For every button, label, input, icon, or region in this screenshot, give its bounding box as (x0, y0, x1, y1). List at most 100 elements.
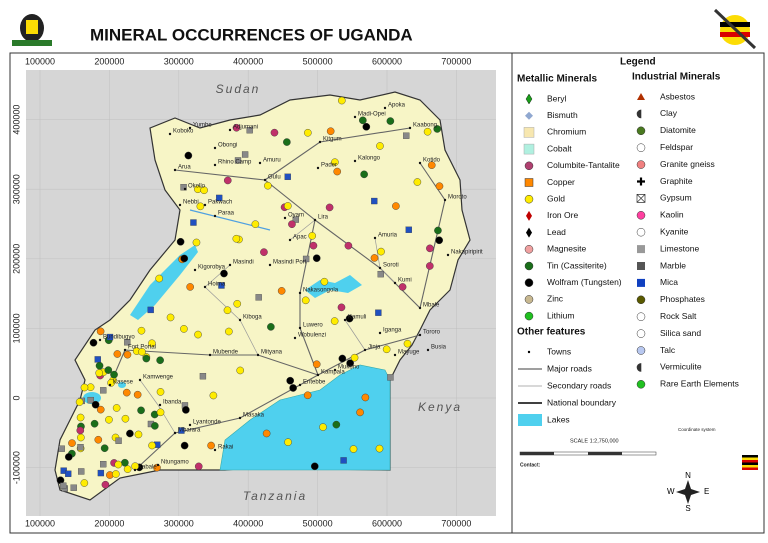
town-label: Busia (431, 345, 447, 351)
mineral-symbol (77, 444, 84, 451)
mineral-symbol (337, 303, 346, 312)
mineral-symbol (180, 184, 187, 191)
mineral-symbol (375, 309, 382, 316)
legend-symbol (524, 245, 534, 254)
mineral-symbol (87, 396, 94, 404)
mineral-symbol (192, 238, 201, 247)
legend-symbol (524, 278, 534, 287)
mineral-symbol (435, 182, 444, 191)
town-label: Mityana (261, 350, 283, 356)
mineral-symbol (262, 429, 271, 438)
mineral-symbol (301, 296, 310, 305)
contact-label: Contact: (520, 462, 541, 468)
mineral-symbol (90, 419, 99, 428)
legend-symbol (636, 363, 642, 372)
x-tick-label: 500000 (303, 56, 333, 66)
town-dot (298, 383, 302, 387)
town-dot (228, 128, 232, 132)
town-dot (418, 161, 422, 165)
mineral-symbol (286, 376, 294, 385)
town-label: Lyantonde (193, 420, 221, 426)
country-label: Sudan (216, 82, 261, 96)
town-label: Nakasongola (303, 288, 339, 294)
mineral-symbol (112, 470, 120, 478)
mineral-symbol (310, 462, 319, 471)
town-label: Nebbi (183, 200, 199, 206)
x-tick-label: 700000 (441, 518, 471, 528)
mineral-symbol (303, 391, 312, 400)
mineral-symbol (76, 426, 85, 435)
town-dot (446, 253, 450, 257)
mineral-symbol (426, 262, 434, 270)
town-dot (228, 263, 232, 267)
mineral-symbol (361, 393, 370, 402)
mineral-symbol (344, 241, 353, 250)
y-tick-label: 200000 (11, 244, 21, 274)
mineral-symbol (284, 438, 292, 446)
legend-symbol (527, 350, 531, 354)
mineral-symbol (325, 203, 334, 212)
legend-label: Cobalt (547, 143, 572, 153)
mineral-symbol (178, 427, 185, 434)
mineral-symbol (377, 247, 385, 256)
compass-w: W (667, 487, 675, 496)
town-label: Soroti (383, 263, 399, 269)
legend-label: Mica (660, 277, 678, 287)
town-label: Adjumani (233, 125, 258, 131)
legend-symbol (637, 177, 645, 186)
y-tick-label: 100000 (11, 313, 21, 343)
town-label: Jinja (368, 345, 381, 351)
mineral-symbol (398, 283, 407, 291)
town-label: Nakapiripirit (451, 250, 483, 256)
mineral-symbol (346, 359, 354, 367)
town-dot (108, 383, 112, 387)
mineral-symbol (147, 306, 154, 314)
mineral-symbol (392, 202, 400, 210)
town-dot (258, 161, 262, 165)
mineral-symbol (289, 384, 297, 392)
legend-label: Iron Ore (547, 210, 578, 220)
mineral-symbol (123, 350, 132, 359)
town-dot (353, 115, 357, 119)
mineral-symbol (376, 142, 384, 150)
mineral-symbol (77, 433, 85, 442)
legend-symbol (526, 210, 532, 221)
mineral-symbol (386, 117, 395, 125)
legend-label: Clay (660, 108, 678, 118)
legend-symbol (524, 194, 534, 204)
mineral-symbol (319, 423, 327, 431)
town-dot (173, 431, 177, 435)
legend-symbol (637, 245, 645, 254)
mineral-symbol (115, 437, 122, 444)
legend-label: Chromium (547, 127, 586, 137)
legend-symbol (525, 111, 533, 120)
mineral-symbol (124, 339, 131, 346)
mineral-symbol (223, 306, 232, 315)
mineral-symbol (121, 414, 130, 423)
compass (676, 480, 700, 504)
legend-label: Major roads (547, 363, 592, 373)
legend-symbol (524, 311, 534, 321)
legend-label: Rock Salt (660, 311, 697, 321)
town-dot (158, 403, 162, 407)
town-label: Mubende (213, 350, 239, 356)
legend-label: Vermiculite (660, 362, 702, 372)
legend-symbol (525, 93, 533, 105)
mineral-symbol (284, 173, 291, 180)
mineral-symbol (70, 484, 77, 491)
legend-symbol (636, 227, 646, 237)
mineral-symbol (91, 400, 100, 409)
town-label: Kigorobya (198, 265, 226, 271)
mineral-symbol (434, 226, 442, 235)
coordinate-system: Coordinate system (678, 427, 716, 432)
mineral-symbol (387, 374, 394, 381)
x-tick-label: 600000 (372, 518, 402, 528)
legend-label: Gold (547, 193, 565, 203)
river-nile (189, 209, 271, 231)
mineral-symbol (199, 373, 207, 380)
mineral-symbol (232, 234, 241, 243)
mineral-symbol (370, 254, 379, 262)
legend-symbol (636, 346, 646, 355)
legend-symbol (636, 329, 646, 338)
mineral-symbol (309, 241, 318, 250)
